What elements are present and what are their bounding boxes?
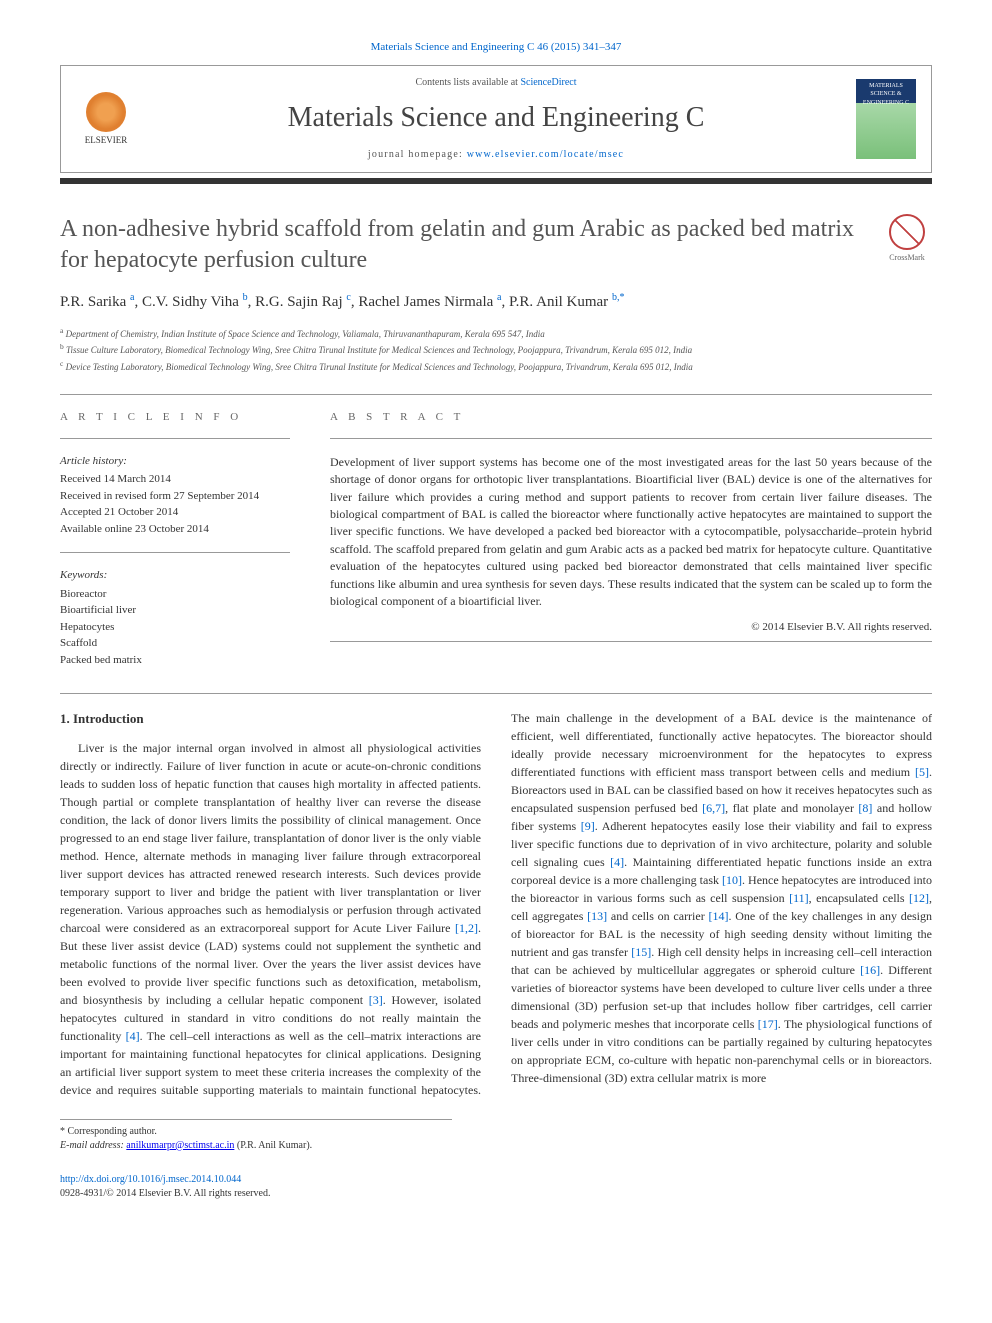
ref-link-17[interactable]: [17] bbox=[758, 1017, 778, 1031]
crossmark-badge[interactable]: CrossMark bbox=[882, 214, 932, 263]
ref-link-1-2[interactable]: [1,2] bbox=[455, 921, 478, 935]
corresponding-author: * Corresponding author. bbox=[60, 1125, 452, 1139]
ref-link-3[interactable]: [3] bbox=[369, 993, 383, 1007]
contents-prefix: Contents lists available at bbox=[415, 77, 520, 88]
footnotes: * Corresponding author. E-mail address: … bbox=[60, 1119, 452, 1153]
intro-para-1: Liver is the major internal organ involv… bbox=[60, 709, 932, 1099]
issn-line: 0928-4931/© 2014 Elsevier B.V. All right… bbox=[60, 1188, 270, 1199]
history-block: Received 14 March 2014Received in revise… bbox=[60, 471, 290, 537]
publisher-logo: ELSEVIER bbox=[76, 92, 136, 147]
email-name: (P.R. Anil Kumar). bbox=[234, 1140, 312, 1151]
ref-link-4[interactable]: [4] bbox=[126, 1029, 140, 1043]
email-link[interactable]: anilkumarpr@sctimst.ac.in bbox=[126, 1140, 234, 1151]
homepage-prefix: journal homepage: bbox=[368, 149, 467, 160]
homepage-link[interactable]: www.elsevier.com/locate/msec bbox=[467, 149, 624, 160]
abstract-divider-2 bbox=[330, 641, 932, 642]
header-center: Contents lists available at ScienceDirec… bbox=[136, 76, 856, 161]
abstract-divider bbox=[330, 438, 932, 439]
page-footer: http://dx.doi.org/10.1016/j.msec.2014.10… bbox=[60, 1173, 932, 1201]
article-info-column: A R T I C L E I N F O Article history: R… bbox=[60, 410, 290, 668]
affiliations: a Department of Chemistry, Indian Instit… bbox=[60, 325, 932, 375]
article-info-label: A R T I C L E I N F O bbox=[60, 410, 290, 425]
crossmark-label: CrossMark bbox=[889, 253, 925, 262]
email-line: E-mail address: anilkumarpr@sctimst.ac.i… bbox=[60, 1139, 452, 1153]
ref-link-16[interactable]: [16] bbox=[860, 963, 880, 977]
ref-link-8[interactable]: [8] bbox=[858, 801, 872, 815]
journal-name: Materials Science and Engineering C bbox=[136, 98, 856, 137]
elsevier-tree-icon bbox=[86, 92, 126, 132]
ref-link-13[interactable]: [13] bbox=[587, 909, 607, 923]
ref-link-9[interactable]: [9] bbox=[581, 819, 595, 833]
history-head: Article history: bbox=[60, 454, 290, 469]
abstract-column: A B S T R A C T Development of liver sup… bbox=[330, 410, 932, 668]
body-text: 1. Introduction Liver is the major inter… bbox=[60, 709, 932, 1099]
email-label: E-mail address: bbox=[60, 1140, 126, 1151]
ref-link-15[interactable]: [15] bbox=[631, 945, 651, 959]
ref-link-14[interactable]: [14] bbox=[708, 909, 728, 923]
body-divider bbox=[60, 693, 932, 694]
copyright-line: © 2014 Elsevier B.V. All rights reserved… bbox=[330, 620, 932, 635]
authors-line: P.R. Sarika a, C.V. Sidhy Viha b, R.G. S… bbox=[60, 291, 932, 313]
ref-link-6-7[interactable]: [6,7] bbox=[702, 801, 725, 815]
journal-header: ELSEVIER Contents lists available at Sci… bbox=[60, 65, 932, 172]
header-dark-bar bbox=[60, 178, 932, 184]
ref-link-5[interactable]: [5] bbox=[915, 765, 929, 779]
contents-line: Contents lists available at ScienceDirec… bbox=[136, 76, 856, 90]
homepage-line: journal homepage: www.elsevier.com/locat… bbox=[136, 148, 856, 162]
publisher-name: ELSEVIER bbox=[76, 134, 136, 147]
keywords-block: BioreactorBioartificial liverHepatocytes… bbox=[60, 586, 290, 669]
article-title: A non-adhesive hybrid scaffold from gela… bbox=[60, 214, 862, 276]
divider bbox=[60, 394, 932, 395]
ref-link-11[interactable]: [11] bbox=[789, 891, 809, 905]
ref-link-4b[interactable]: [4] bbox=[610, 855, 624, 869]
doi-link[interactable]: http://dx.doi.org/10.1016/j.msec.2014.10… bbox=[60, 1174, 241, 1185]
citation-line: Materials Science and Engineering C 46 (… bbox=[60, 40, 932, 55]
keywords-head: Keywords: bbox=[60, 568, 290, 583]
journal-cover-thumb: MATERIALS SCIENCE & ENGINEERING C bbox=[856, 79, 916, 159]
info-divider-2 bbox=[60, 552, 290, 553]
abstract-text: Development of liver support systems has… bbox=[330, 454, 932, 611]
ref-link-12[interactable]: [12] bbox=[909, 891, 929, 905]
info-divider bbox=[60, 438, 290, 439]
sciencedirect-link[interactable]: ScienceDirect bbox=[520, 77, 576, 88]
abstract-label: A B S T R A C T bbox=[330, 410, 932, 425]
crossmark-icon bbox=[889, 214, 925, 250]
ref-link-10[interactable]: [10] bbox=[722, 873, 742, 887]
intro-heading: 1. Introduction bbox=[60, 709, 481, 729]
